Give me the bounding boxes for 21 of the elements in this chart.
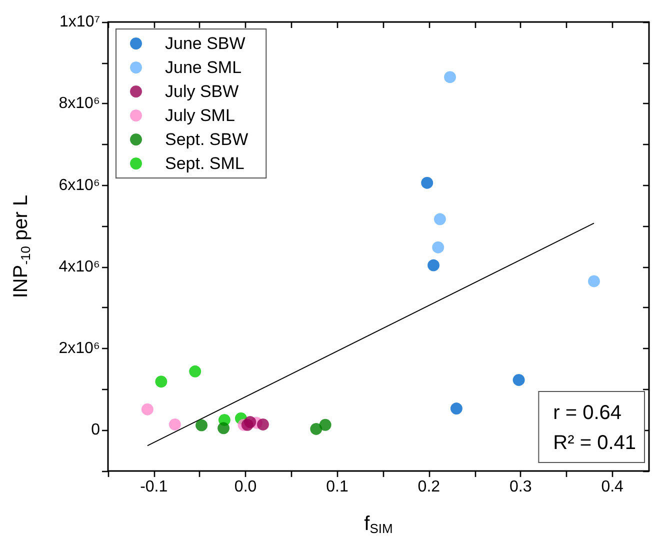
legend-label: Sept. SBW (165, 130, 248, 149)
legend-label: July SBW (165, 82, 239, 101)
x-tick-label: -0.1 (140, 478, 168, 496)
x-tick-label: 0.1 (326, 478, 348, 496)
y-tick-label: 6x10⁶ (58, 176, 100, 194)
y-tick-label: 8x10⁶ (58, 95, 100, 112)
x-tick-label: 0.0 (234, 478, 257, 496)
x-tick-label: 0.4 (601, 478, 624, 496)
legend-label: June SBW (165, 34, 246, 53)
y-tick-label: 0 (91, 422, 100, 439)
x-tick-label: 0.3 (510, 478, 532, 496)
y-tick-label: 4x10⁶ (58, 258, 100, 276)
x-tick-label: 0.2 (418, 478, 440, 496)
y-tick-label: 1x10⁷ (60, 14, 100, 30)
annotation: R² = 0.41 (553, 432, 636, 454)
y-axis-title: INP-10 per L (10, 194, 33, 298)
legend-label: June SML (165, 58, 242, 77)
annotation: r = 0.64 (553, 402, 622, 424)
legend-label: Sept. SML (165, 154, 244, 173)
y-tick-label: 2x10⁶ (58, 340, 100, 358)
legend-label: July SML (165, 106, 235, 125)
